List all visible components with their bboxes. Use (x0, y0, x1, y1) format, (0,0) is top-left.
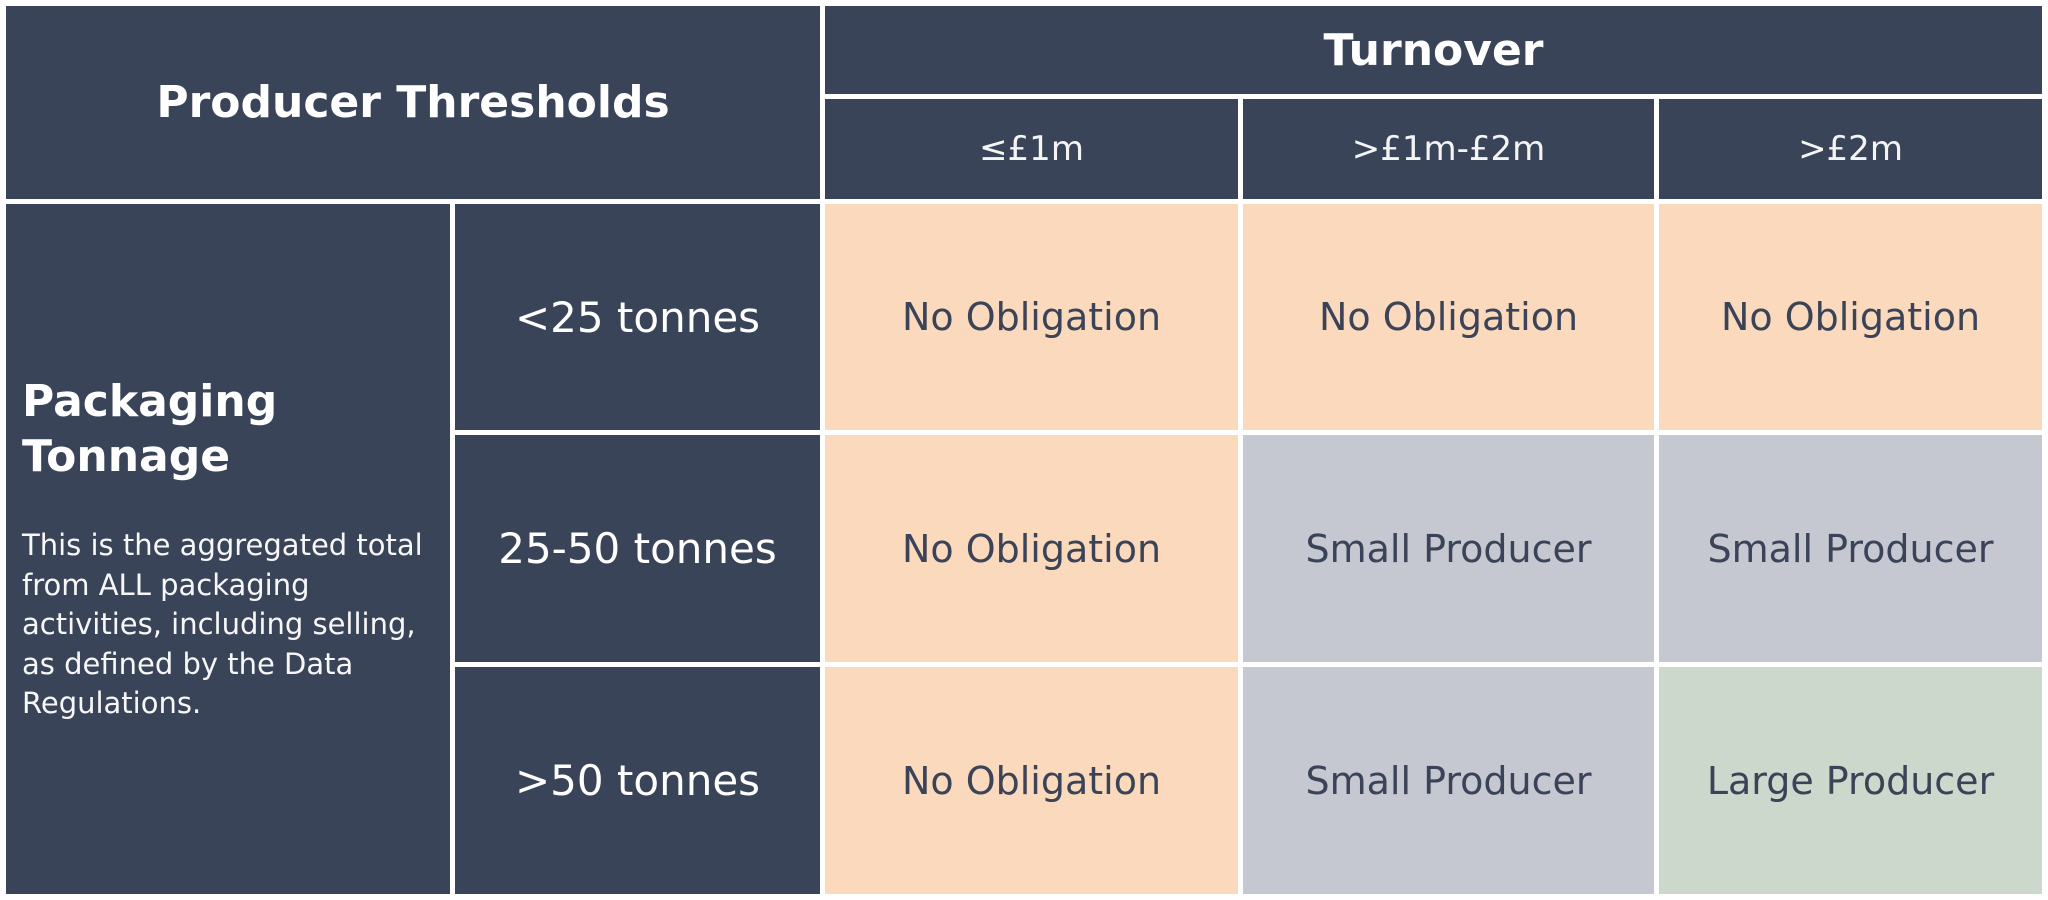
turnover-col-label: ≤£1m (979, 129, 1084, 169)
packaging-tonnage-cell: Packaging Tonnage This is the aggregated… (6, 204, 450, 894)
data-cell: Small Producer (1243, 435, 1654, 662)
corner-header-cell: Producer Thresholds (6, 6, 820, 199)
data-cell: No Obligation (825, 204, 1238, 430)
data-cell-label: Small Producer (1305, 526, 1592, 571)
data-cell-label: No Obligation (901, 295, 1162, 339)
data-cell: Small Producer (1243, 667, 1654, 894)
corner-header-label: Producer Thresholds (156, 77, 670, 128)
turnover-col-header-gt2m: >£2m (1659, 99, 2042, 199)
turnover-header-label: Turnover (1323, 24, 1544, 76)
data-cell: No Obligation (1243, 204, 1654, 430)
packaging-tonnage-title: Packaging Tonnage (22, 376, 278, 483)
data-cell: No Obligation (825, 435, 1238, 662)
packaging-tonnage-description: This is the aggregated total from ALL pa… (22, 528, 423, 721)
row-label: >50 tonnes (514, 756, 761, 805)
data-cell-label: No Obligation (1318, 295, 1579, 339)
data-cell: Small Producer (1659, 435, 2042, 662)
row-label: <25 tonnes (514, 292, 761, 342)
turnover-col-header-1m-2m: >£1m-£2m (1243, 99, 1654, 199)
turnover-col-header-le1m: ≤£1m (825, 99, 1238, 199)
data-cell-label: No Obligation (901, 758, 1162, 803)
row-label-gt50-tonnes: >50 tonnes (455, 667, 820, 894)
data-cell: No Obligation (825, 667, 1238, 894)
row-label-lt25-tonnes: <25 tonnes (455, 204, 820, 430)
data-cell: Large Producer (1659, 667, 2042, 894)
data-cell-label: No Obligation (901, 526, 1162, 571)
data-cell-label: Large Producer (1706, 758, 1995, 803)
row-label: 25-50 tonnes (498, 524, 777, 573)
data-cell: No Obligation (1659, 204, 2042, 430)
data-cell-label: Small Producer (1707, 526, 1994, 571)
turnover-col-label: >£1m-£2m (1351, 129, 1546, 169)
data-cell-label: No Obligation (1720, 295, 1981, 339)
turnover-header-cell: Turnover (825, 6, 2042, 94)
data-cell-label: Small Producer (1305, 758, 1592, 803)
turnover-col-label: >£2m (1798, 129, 1903, 169)
row-label-25-50-tonnes: 25-50 tonnes (455, 435, 820, 662)
